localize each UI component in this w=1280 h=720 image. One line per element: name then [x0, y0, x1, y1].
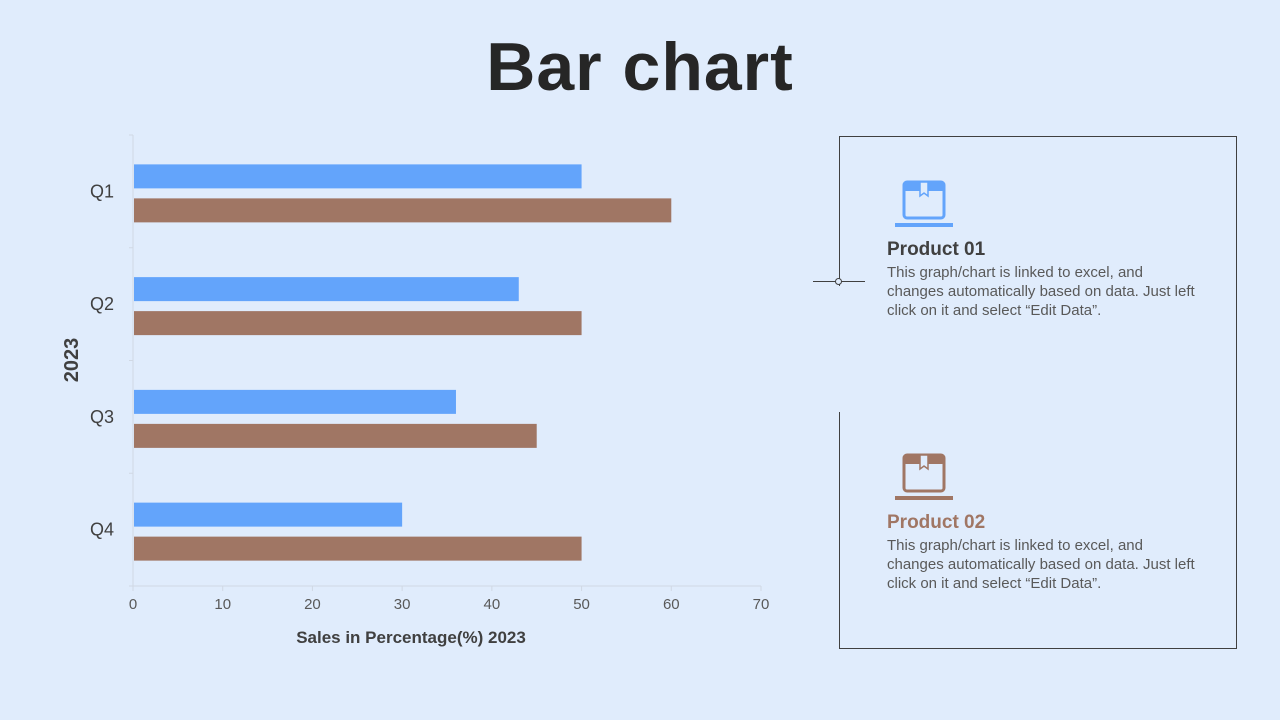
- bar: [134, 502, 403, 527]
- category-label: Q4: [90, 520, 114, 540]
- bar: [134, 536, 582, 561]
- bar: [134, 277, 519, 302]
- product-name: Product 01: [887, 239, 986, 260]
- x-tick-label: 50: [573, 596, 590, 613]
- bar: [134, 423, 537, 448]
- x-tick-label: 40: [484, 596, 501, 613]
- bar-chart: 0 10 20 30 40 50 60 70 Q1 Q2 Q3 Q4 Sales in Percent…: [61, 134, 770, 647]
- x-tick-label: 10: [214, 596, 231, 613]
- x-tick-label: 60: [663, 596, 680, 613]
- x-axis-title: Sales in Percentage(%) 2023: [296, 628, 526, 647]
- category-label: Q1: [90, 181, 114, 201]
- connector-dot: [835, 278, 842, 285]
- x-tick-label: 20: [304, 596, 321, 613]
- y-axis-title: 2023: [61, 338, 83, 383]
- x-tick-label: 70: [753, 596, 770, 613]
- product-description: This graph/chart is linked to excel, and…: [887, 264, 1195, 319]
- x-tick-label: 30: [394, 596, 411, 613]
- bar: [134, 311, 582, 336]
- category-label: Q3: [90, 407, 114, 427]
- category-label: Q2: [90, 294, 114, 314]
- x-tick-label: 0: [129, 596, 137, 613]
- product-description: This graph/chart is linked to excel, and…: [887, 537, 1195, 592]
- page-title: Bar chart: [486, 29, 794, 105]
- box-icon: [893, 178, 955, 228]
- box-icon: [893, 451, 955, 501]
- bar: [134, 389, 456, 414]
- bar: [134, 164, 582, 189]
- bar: [134, 198, 672, 223]
- product-name: Product 02: [887, 512, 986, 533]
